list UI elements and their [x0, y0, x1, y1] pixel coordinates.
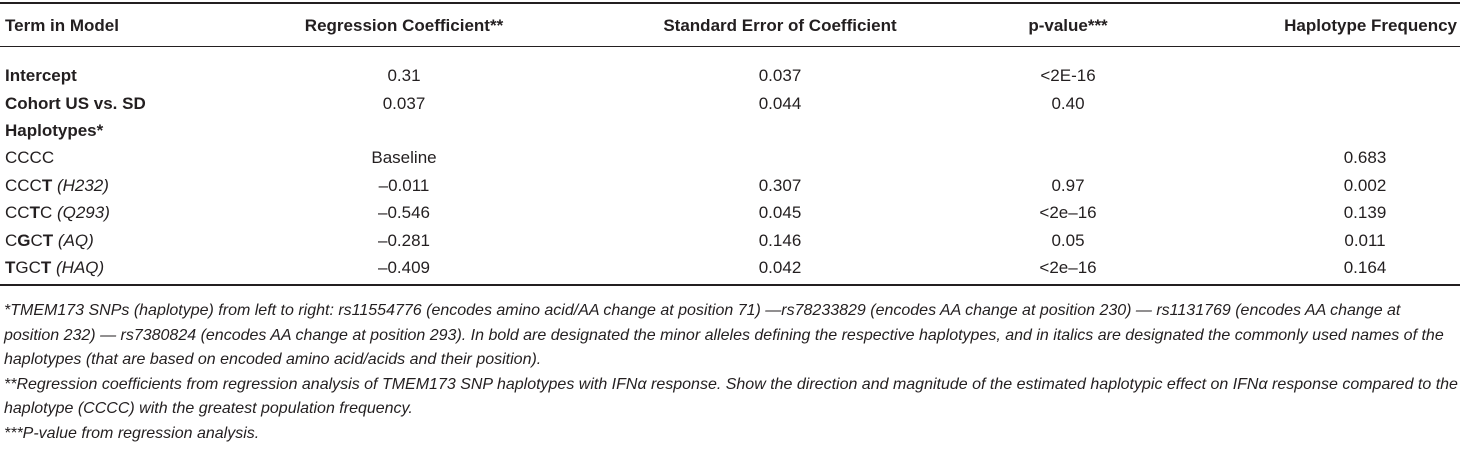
term-cell: CGCT (AQ): [5, 231, 94, 251]
value-cell: 0.045: [758, 203, 802, 222]
term-part: T: [40, 258, 52, 277]
value-cell: 0.139: [1343, 203, 1387, 222]
value-cell: 0.05: [1051, 230, 1085, 250]
column-header: Regression Coefficient**: [304, 16, 504, 35]
value-cell: 0.40: [1051, 93, 1085, 113]
footnote: *TMEM173 SNPs (haplotype) from left to r…: [4, 302, 1444, 369]
value-cell: 0.042: [758, 258, 802, 277]
value-cell: 0.011: [1344, 230, 1386, 250]
value-cell: –0.409: [378, 258, 430, 277]
value-cell: <2E-16: [1040, 66, 1096, 85]
term-part: (AQ): [53, 230, 94, 250]
value-cell: 0.002: [1343, 175, 1387, 195]
term-cell: TGCT (HAQ): [5, 258, 104, 278]
term-part: (H232): [52, 175, 109, 195]
term-part: (Q293): [52, 203, 110, 222]
footnote: **Regression coefficients from regressio…: [4, 375, 1458, 418]
value-cell: 0.037: [382, 93, 426, 113]
column-header: p-value***: [1028, 16, 1108, 35]
value-cell: 0.044: [758, 93, 802, 113]
term-part: T: [29, 203, 40, 222]
term-part: (HAQ): [51, 258, 105, 277]
value-cell: 0.037: [758, 66, 802, 85]
term-cell: CCCT (H232): [5, 176, 109, 196]
term-part: T: [42, 230, 54, 250]
term-part: T: [5, 258, 16, 277]
footnote: ***P-value from regression analysis.: [4, 424, 260, 442]
value-cell: 0.97: [1051, 175, 1085, 195]
column-header: Standard Error of Coefficient: [663, 16, 897, 35]
term-part: CCC: [5, 175, 42, 195]
term-cell: Haplotypes*: [5, 121, 103, 141]
term-part: Cohort US vs. SD: [5, 93, 146, 113]
rule: [0, 2, 1460, 4]
term-part: T: [41, 175, 53, 195]
column-header: Term in Model: [5, 16, 119, 35]
term-part: C: [30, 230, 43, 250]
term-cell: CCTC (Q293): [5, 203, 110, 223]
term-cell: CCCC: [5, 148, 54, 168]
value-cell: 0.164: [1343, 258, 1387, 277]
term-part: Intercept: [5, 66, 77, 85]
value-cell: 0.31: [387, 66, 421, 85]
value-cell: <2e–16: [1039, 258, 1097, 277]
value-cell: –0.011: [378, 175, 430, 195]
term-part: CC: [5, 203, 30, 222]
term-cell: Intercept: [5, 66, 77, 86]
term-part: G: [17, 230, 31, 250]
term-cell: Cohort US vs. SD: [5, 94, 146, 114]
column-header: Haplotype Frequency: [1284, 16, 1457, 35]
value-cell: –0.546: [378, 203, 430, 222]
term-part: C: [39, 203, 53, 222]
term-part: GC: [15, 258, 41, 277]
rule: [0, 46, 1460, 47]
term-part: Haplotypes*: [5, 121, 104, 140]
value-cell: –0.281: [378, 230, 430, 250]
value-cell: Baseline: [371, 148, 437, 167]
term-part: C: [5, 230, 18, 250]
value-cell: 0.146: [758, 230, 802, 250]
rule: [0, 284, 1460, 286]
value-cell: <2e–16: [1039, 203, 1097, 222]
term-part: CCCC: [5, 148, 55, 167]
footnotes: *TMEM173 SNPs (haplotype) from left to r…: [4, 299, 1458, 447]
value-cell: 0.307: [758, 175, 802, 195]
value-cell: 0.683: [1343, 148, 1387, 167]
